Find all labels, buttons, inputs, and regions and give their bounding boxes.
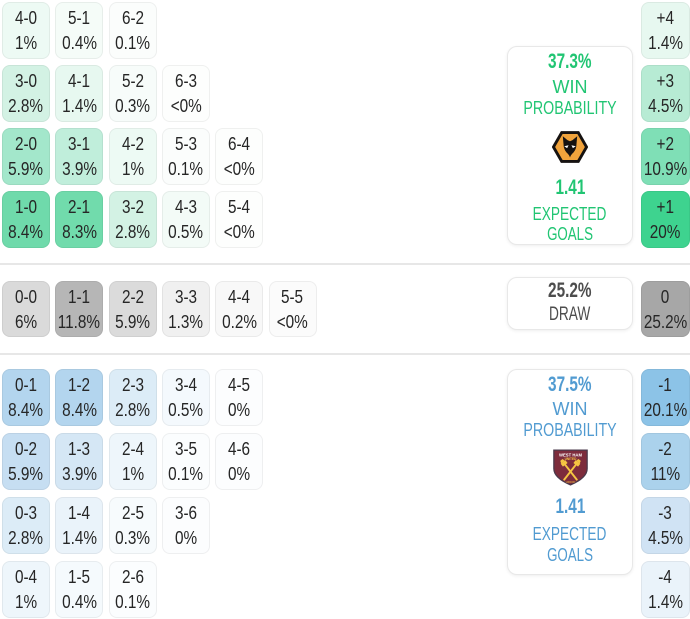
svg-text:UNITED: UNITED (564, 457, 576, 461)
svg-text:LONDON: LONDON (565, 480, 575, 484)
svg-text:WEST HAM: WEST HAM (559, 452, 582, 457)
